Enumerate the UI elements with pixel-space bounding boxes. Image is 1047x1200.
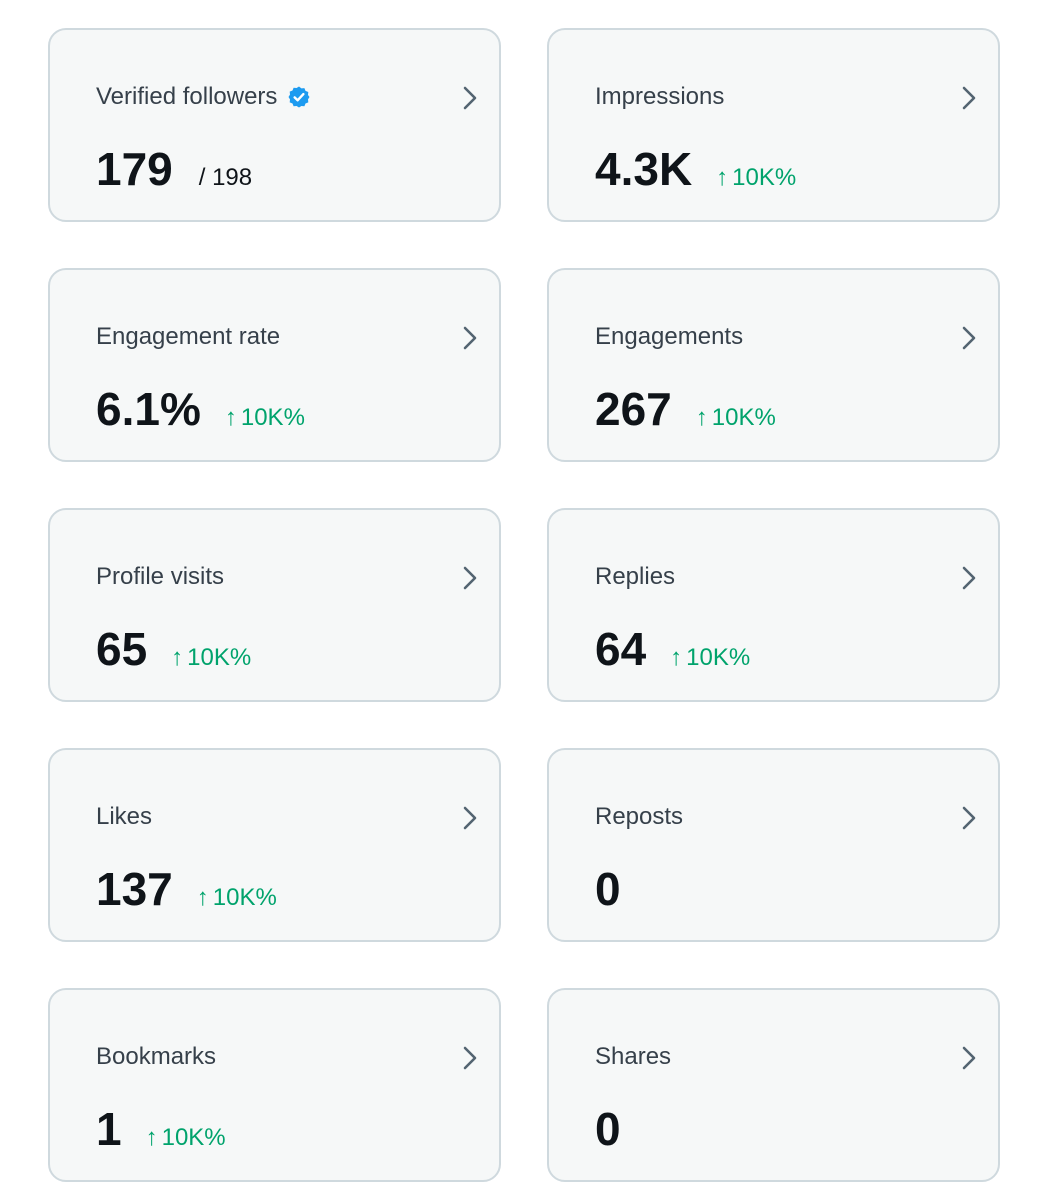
metric-value: 4.3K (595, 143, 693, 195)
chevron-right-icon[interactable] (459, 84, 481, 112)
metric-label: Verified followers (96, 83, 278, 110)
metric-label-row: Verified followers (96, 82, 311, 112)
metric-card-shares[interactable]: Shares 0 (547, 988, 1000, 1182)
metric-label: Engagement rate (96, 323, 281, 350)
arrow-up-icon: ↑ (224, 404, 237, 431)
metric-value-row: 1 ↑ 10K% (96, 1102, 226, 1156)
metric-card-profile-visits[interactable]: Profile visits 65 ↑ 10K% (48, 508, 501, 702)
metric-card-verified-followers[interactable]: Verified followers 179 / 198 (48, 28, 501, 222)
metric-value: 6.1% (96, 383, 201, 435)
chevron-right-icon[interactable] (459, 564, 481, 592)
metric-value-row: 0 (595, 1102, 621, 1156)
metric-value-row: 65 ↑ 10K% (96, 622, 251, 676)
metric-value: 0 (595, 1103, 621, 1155)
metric-label-row: Replies (595, 562, 675, 592)
metric-change-value: 10K% (732, 164, 797, 191)
metric-change: ↑ 10K% (225, 404, 305, 432)
metric-value: 137 (96, 863, 173, 915)
metric-label-row: Shares (595, 1042, 671, 1072)
metric-card-engagements[interactable]: Engagements 267 ↑ 10K% (547, 268, 1000, 462)
metric-value: 179 (96, 143, 173, 195)
metric-value-row: 0 (595, 862, 621, 916)
metric-value: 64 (595, 623, 647, 675)
arrow-up-icon: ↑ (145, 1124, 158, 1151)
chevron-right-icon[interactable] (459, 804, 481, 832)
arrow-up-icon: ↑ (716, 164, 729, 191)
metric-value-row: 64 ↑ 10K% (595, 622, 750, 676)
metric-change-value: 10K% (686, 644, 751, 671)
metric-change: ↑ 10K% (696, 404, 776, 432)
arrow-up-icon: ↑ (695, 404, 708, 431)
metric-label: Profile visits (96, 563, 225, 590)
metric-label: Shares (595, 1043, 672, 1070)
metric-change-value: 10K% (240, 404, 305, 431)
metric-card-replies[interactable]: Replies 64 ↑ 10K% (547, 508, 1000, 702)
metric-change: ↑ 10K% (716, 164, 796, 192)
metric-change-value: 10K% (212, 884, 277, 911)
chevron-right-icon[interactable] (459, 1044, 481, 1072)
arrow-up-icon: ↑ (196, 884, 209, 911)
metric-value-row: 4.3K ↑ 10K% (595, 142, 796, 196)
metric-label-row: Likes (96, 802, 152, 832)
metric-value: 267 (595, 383, 672, 435)
metric-label: Engagements (595, 323, 744, 350)
metric-label-row: Engagements (595, 322, 743, 352)
metric-value-row: 137 ↑ 10K% (96, 862, 277, 916)
metric-card-impressions[interactable]: Impressions 4.3K ↑ 10K% (547, 28, 1000, 222)
metric-label: Replies (595, 563, 676, 590)
metric-value: 1 (96, 1103, 122, 1155)
verified-badge-icon (288, 86, 310, 108)
metric-value-row: 267 ↑ 10K% (595, 382, 776, 436)
metric-change: ↑ 10K% (146, 1124, 226, 1152)
metric-label: Impressions (595, 83, 725, 110)
metric-label-row: Bookmarks (96, 1042, 216, 1072)
metric-label: Likes (96, 803, 153, 830)
metric-label-row: Reposts (595, 802, 683, 832)
metric-value-row: 179 / 198 (96, 142, 252, 196)
metric-card-bookmarks[interactable]: Bookmarks 1 ↑ 10K% (48, 988, 501, 1182)
metric-value: 0 (595, 863, 621, 915)
metric-change: ↑ 10K% (171, 644, 251, 672)
metric-label-row: Engagement rate (96, 322, 280, 352)
metric-label: Bookmarks (96, 1043, 217, 1070)
metric-value: 65 (96, 623, 148, 675)
metric-value-row: 6.1% ↑ 10K% (96, 382, 305, 436)
chevron-right-icon[interactable] (958, 1044, 980, 1072)
metric-card-engagement-rate[interactable]: Engagement rate 6.1% ↑ 10K% (48, 268, 501, 462)
chevron-right-icon[interactable] (958, 564, 980, 592)
chevron-right-icon[interactable] (958, 324, 980, 352)
chevron-right-icon[interactable] (958, 84, 980, 112)
chevron-right-icon[interactable] (459, 324, 481, 352)
arrow-up-icon: ↑ (670, 644, 683, 671)
metric-change-value: 10K% (161, 1124, 226, 1151)
metric-card-likes[interactable]: Likes 137 ↑ 10K% (48, 748, 501, 942)
metric-label-row: Profile visits (96, 562, 224, 592)
metric-change-value: 10K% (187, 644, 252, 671)
chevron-right-icon[interactable] (958, 804, 980, 832)
metric-change-value: 10K% (711, 404, 776, 431)
arrow-up-icon: ↑ (171, 644, 184, 671)
metric-total: / 198 (198, 164, 253, 191)
metrics-grid: Verified followers 179 / 198 Impressions… (48, 28, 1000, 1182)
metric-change: ↑ 10K% (670, 644, 750, 672)
metric-card-reposts[interactable]: Reposts 0 (547, 748, 1000, 942)
metric-label: Reposts (595, 803, 684, 830)
metric-label-row: Impressions (595, 82, 724, 112)
metric-change: ↑ 10K% (197, 884, 277, 912)
